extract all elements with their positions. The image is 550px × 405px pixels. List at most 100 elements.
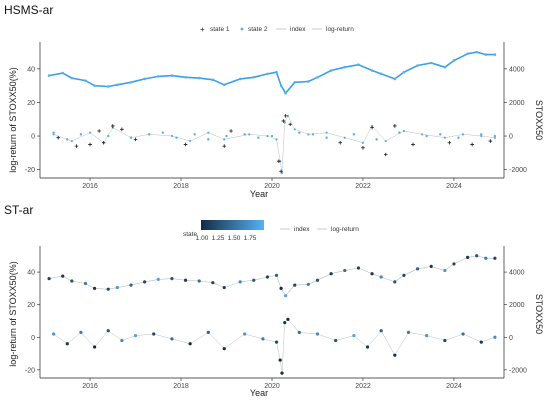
log-return-state-point xyxy=(65,342,69,346)
legend-item-log-return: log-return xyxy=(312,26,354,33)
state-2-point xyxy=(398,131,401,134)
state-1-point xyxy=(283,114,288,118)
state-2-point xyxy=(147,133,151,136)
y-tick-label: -20 xyxy=(25,167,35,174)
index-state-point xyxy=(466,255,470,260)
log-return-point xyxy=(343,136,346,139)
log-return-point xyxy=(52,133,55,136)
y2-tick-label: -2000 xyxy=(509,167,527,174)
index-point xyxy=(443,65,447,69)
index-point xyxy=(357,63,360,66)
log-return-state-point xyxy=(425,334,429,338)
index-state-point xyxy=(429,264,433,268)
index-point xyxy=(316,75,319,79)
index-point xyxy=(343,65,347,69)
colorbar-tick: 1.75 xyxy=(244,235,257,242)
log-return-state-point xyxy=(406,330,411,334)
log-return-state-point xyxy=(479,340,483,344)
state-1-point xyxy=(279,169,283,174)
y-axis-title: log-return of STOXX50(%) xyxy=(8,67,18,172)
state-2-point xyxy=(79,133,83,136)
log-return-state-point xyxy=(286,317,290,321)
state-1-point xyxy=(383,152,388,157)
index-point xyxy=(238,77,242,81)
legend-item-log-return: log-return xyxy=(317,226,359,233)
index-point xyxy=(484,53,488,56)
y-tick-label: 40 xyxy=(27,270,35,277)
log-return-point xyxy=(207,131,210,134)
log-return-point xyxy=(283,121,286,124)
x-axis-title: Year xyxy=(250,189,268,199)
index-point xyxy=(156,75,160,78)
index-state-point xyxy=(115,285,119,290)
state-1-point xyxy=(288,122,292,127)
index-point xyxy=(129,80,133,84)
index-state-point xyxy=(70,279,74,283)
state-1-point xyxy=(97,129,101,133)
log-return-state-point xyxy=(443,338,447,343)
index-state-point xyxy=(279,286,283,290)
state-2-point xyxy=(480,133,483,136)
legend-marker-dot-icon xyxy=(240,27,244,31)
log-return-point xyxy=(266,134,269,138)
index-state-point xyxy=(284,294,288,298)
log-return-state-point xyxy=(106,329,110,333)
index-point xyxy=(307,80,310,83)
index-state-point xyxy=(306,282,310,286)
log-return-point xyxy=(402,129,406,133)
index-point xyxy=(222,83,226,87)
x-tick-label: 2022 xyxy=(355,183,371,190)
colorbar-tick: 1.25 xyxy=(212,235,225,242)
legend-item-state-1: + state 1 xyxy=(200,25,230,34)
state-2-point xyxy=(193,133,196,136)
state-colorbar xyxy=(201,220,264,230)
state-2-point xyxy=(107,134,110,138)
state-1-point xyxy=(470,142,474,147)
y2-tick-label: 0 xyxy=(509,134,513,141)
state-1-point xyxy=(393,124,397,128)
state-1-point xyxy=(74,144,79,148)
panel-title: ST-ar xyxy=(4,203,33,217)
index-state-point xyxy=(343,268,347,273)
index-state-point xyxy=(393,280,397,284)
index-state-point xyxy=(252,278,256,282)
index-state-point xyxy=(183,278,188,282)
state-2-point xyxy=(52,131,55,134)
y2-tick-label: -2000 xyxy=(509,367,527,374)
legend-label: log-return xyxy=(331,226,359,233)
series-line-index xyxy=(48,51,495,95)
log-return-state-point xyxy=(315,332,320,336)
index-state-point xyxy=(484,256,488,260)
index-point xyxy=(379,72,383,76)
state-1-point xyxy=(120,127,124,132)
log-return-state-point xyxy=(461,332,465,336)
legend-label: index xyxy=(290,26,306,33)
index-state-point xyxy=(47,276,51,281)
state-1-point xyxy=(281,119,286,123)
log-return-point xyxy=(189,139,192,143)
log-return-state-point xyxy=(170,337,174,341)
index-state-point xyxy=(170,276,174,281)
y-tick-label: 20 xyxy=(27,100,35,107)
log-return-state-point xyxy=(365,345,370,349)
y2-axis-title: STOXX50 xyxy=(534,294,544,334)
state-1-point xyxy=(222,144,227,148)
legend-label: state 2 xyxy=(248,26,268,33)
legend-item-index: index xyxy=(276,26,306,33)
plot-area: 2016 2018 2020 2022 2024 40 20 0 -20 4000 2000 0 -20… xyxy=(25,246,527,390)
log-return-point xyxy=(293,128,296,131)
state-2-point xyxy=(225,134,228,138)
index-state-point xyxy=(61,274,65,278)
index-state-point xyxy=(415,267,420,271)
legend-label: log-return xyxy=(326,26,354,33)
index-point xyxy=(429,61,433,65)
index-point xyxy=(293,80,297,84)
index-state-point xyxy=(274,273,279,277)
plot-area: 2016 2018 2020 2022 2024 40 20 0 -20 4000 2000 0 -20… xyxy=(25,42,527,190)
series-line-log-return xyxy=(53,115,495,174)
log-return-point xyxy=(307,133,310,136)
index-point xyxy=(416,64,419,67)
state-1-point xyxy=(101,140,106,145)
state-1-point xyxy=(183,142,188,147)
